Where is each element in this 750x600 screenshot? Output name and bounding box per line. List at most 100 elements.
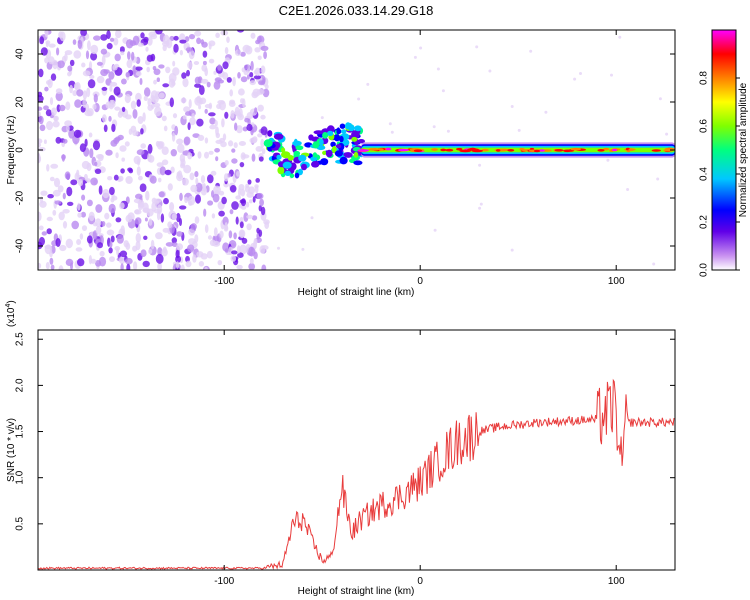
spectrogram-noise-cell bbox=[112, 64, 118, 71]
spectrogram-noise-cell bbox=[658, 97, 662, 101]
spectrogram-noise-cell bbox=[39, 124, 46, 132]
spectrogram-noise-cell bbox=[90, 177, 98, 186]
spectrogram-noise-cell bbox=[208, 43, 212, 50]
spectrogram-noise-cell bbox=[153, 68, 161, 76]
spectrogram-noise-cell bbox=[72, 90, 78, 97]
spectrogram-onset-cell bbox=[273, 133, 284, 140]
spectrogram-noise-cell bbox=[204, 67, 208, 77]
spectrogram-noise-cell bbox=[203, 208, 207, 217]
spectrogram-noise-cell bbox=[61, 154, 65, 162]
spectrogram-noise-cell bbox=[215, 156, 219, 162]
spectrogram-noise-cell bbox=[85, 178, 91, 183]
spectrogram-noise-cell bbox=[98, 256, 107, 267]
spectrogram-noise-cell bbox=[110, 197, 115, 203]
spectrogram-noise-cell bbox=[190, 223, 197, 231]
spectrogram-noise-cell bbox=[44, 30, 49, 38]
spectrogram-noise-cell bbox=[606, 158, 610, 162]
spectrogram-noise-cell bbox=[573, 77, 577, 81]
spectrogram-noise-cell bbox=[186, 69, 190, 77]
spectrogram-noise-cell bbox=[169, 97, 174, 108]
spectrogram-noise-cell bbox=[52, 209, 57, 216]
spectrogram-noise-cell bbox=[121, 78, 127, 85]
spectrogram-noise-cell bbox=[390, 130, 394, 134]
spectrogram-onset-cell bbox=[351, 130, 360, 139]
spectrogram-signal-cell bbox=[539, 149, 545, 152]
spectrogram-noise-cell bbox=[125, 242, 131, 250]
spectrogram-noise-cell bbox=[67, 65, 73, 72]
spectrogram-noise-cell bbox=[157, 177, 162, 183]
spectrogram-noise-cell bbox=[240, 98, 244, 104]
spectrogram-noise-cell bbox=[240, 51, 246, 57]
spectrogram-noise-cell bbox=[73, 82, 79, 90]
spectrogram-noise-cell bbox=[120, 168, 125, 174]
spectrogram-noise-cell bbox=[252, 196, 256, 203]
spectrogram-noise-cell bbox=[147, 143, 153, 154]
spectrogram-noise-cell bbox=[226, 77, 232, 83]
snr-xtick-label: 100 bbox=[608, 576, 625, 587]
spectrogram-xtick-label: 0 bbox=[417, 276, 423, 287]
spectrogram-noise-cell bbox=[441, 89, 445, 93]
spectrogram-noise-cell bbox=[188, 34, 196, 40]
spectrogram-noise-cell bbox=[478, 163, 482, 167]
spectrogram-noise-cell bbox=[257, 104, 264, 112]
spectrogram-noise-cell bbox=[139, 78, 143, 85]
spectrogram-noise-cell bbox=[226, 36, 230, 43]
colorbar: 0.0 0.2 0.4 0.6 0.8 Normalized spectral ampl… bbox=[699, 29, 749, 277]
spectrogram-noise-cell bbox=[114, 53, 121, 62]
spectrogram-noise-cell bbox=[89, 74, 95, 79]
spectrogram-noise-cell bbox=[130, 100, 137, 110]
snr-scale-factor: (x104) bbox=[5, 300, 17, 327]
spectrogram-x-label: Height of straight line (km) bbox=[298, 287, 415, 298]
spectrogram-xtick-label: 100 bbox=[608, 276, 625, 287]
spectrogram-noise-cell bbox=[231, 148, 236, 153]
spectrogram-noise-cell bbox=[224, 160, 229, 166]
spectrogram-noise-cell bbox=[52, 120, 60, 128]
spectrogram-noise-cell bbox=[110, 235, 115, 243]
spectrogram-noise-cell bbox=[90, 44, 99, 55]
spectrogram-noise-cell bbox=[95, 204, 103, 213]
spectrogram-onset-cell bbox=[353, 160, 363, 166]
spectrogram-onset-cell bbox=[295, 145, 304, 151]
spectrogram-noise-cell bbox=[134, 209, 140, 215]
spectrogram-noise-cell bbox=[155, 253, 164, 264]
spectrogram-noise-cell bbox=[153, 209, 162, 214]
spectrogram-noise-cell bbox=[109, 186, 115, 196]
spectrogram-noise-cell bbox=[221, 118, 225, 128]
spectrogram-onset-cell bbox=[345, 122, 351, 130]
spectrogram-noise-cell bbox=[143, 235, 148, 240]
spectrogram-noise-cell bbox=[188, 99, 192, 109]
spectrogram-noise-cell bbox=[310, 216, 314, 220]
spectrogram-noise-cell bbox=[366, 82, 370, 86]
spectrogram-noise-cell bbox=[198, 261, 205, 267]
spectrogram-noise-cell bbox=[255, 146, 263, 152]
spectrogram-noise-cell bbox=[246, 223, 252, 231]
spectrogram-noise-cell bbox=[119, 250, 128, 258]
spectrogram-noise-cell bbox=[64, 50, 73, 56]
spectrogram-noise-cell bbox=[246, 214, 254, 219]
spectrogram-noise-cell bbox=[221, 196, 227, 205]
spectrogram-noise-cell bbox=[111, 123, 116, 133]
spectrogram-onset-cell bbox=[297, 168, 303, 176]
spectrogram-noise-cell bbox=[142, 260, 150, 268]
spectrogram-onset-cell bbox=[341, 129, 347, 134]
spectrogram-noise-cell bbox=[40, 190, 48, 196]
spectrogram-noise-cell bbox=[201, 78, 209, 84]
spectrogram-noise-cell bbox=[260, 206, 266, 216]
spectrogram-noise-cell bbox=[84, 138, 88, 147]
spectrogram-noise-cell bbox=[419, 46, 423, 50]
spectrogram-noise-cell bbox=[510, 105, 514, 108]
spectrogram-noise-cell bbox=[194, 171, 199, 178]
spectrogram-noise-cell bbox=[246, 74, 250, 80]
spectrogram-noise-cell bbox=[187, 122, 191, 131]
spectrogram-noise-cell bbox=[196, 37, 202, 45]
spectrogram-noise-cell bbox=[213, 81, 221, 90]
spectrogram-noise-cell bbox=[164, 169, 172, 176]
spectrogram-onset-cell bbox=[354, 125, 362, 132]
spectrogram-onset-cell bbox=[334, 150, 343, 157]
spectrogram-noise-cell bbox=[80, 30, 87, 37]
spectrogram-onset-cell bbox=[276, 154, 282, 160]
spectrogram-noise-cell bbox=[58, 104, 66, 112]
spectrogram-onset-cell bbox=[330, 141, 336, 148]
spectrogram-noise-cell bbox=[161, 248, 168, 257]
snr-x-ticks: -100 0 100 bbox=[214, 330, 625, 587]
